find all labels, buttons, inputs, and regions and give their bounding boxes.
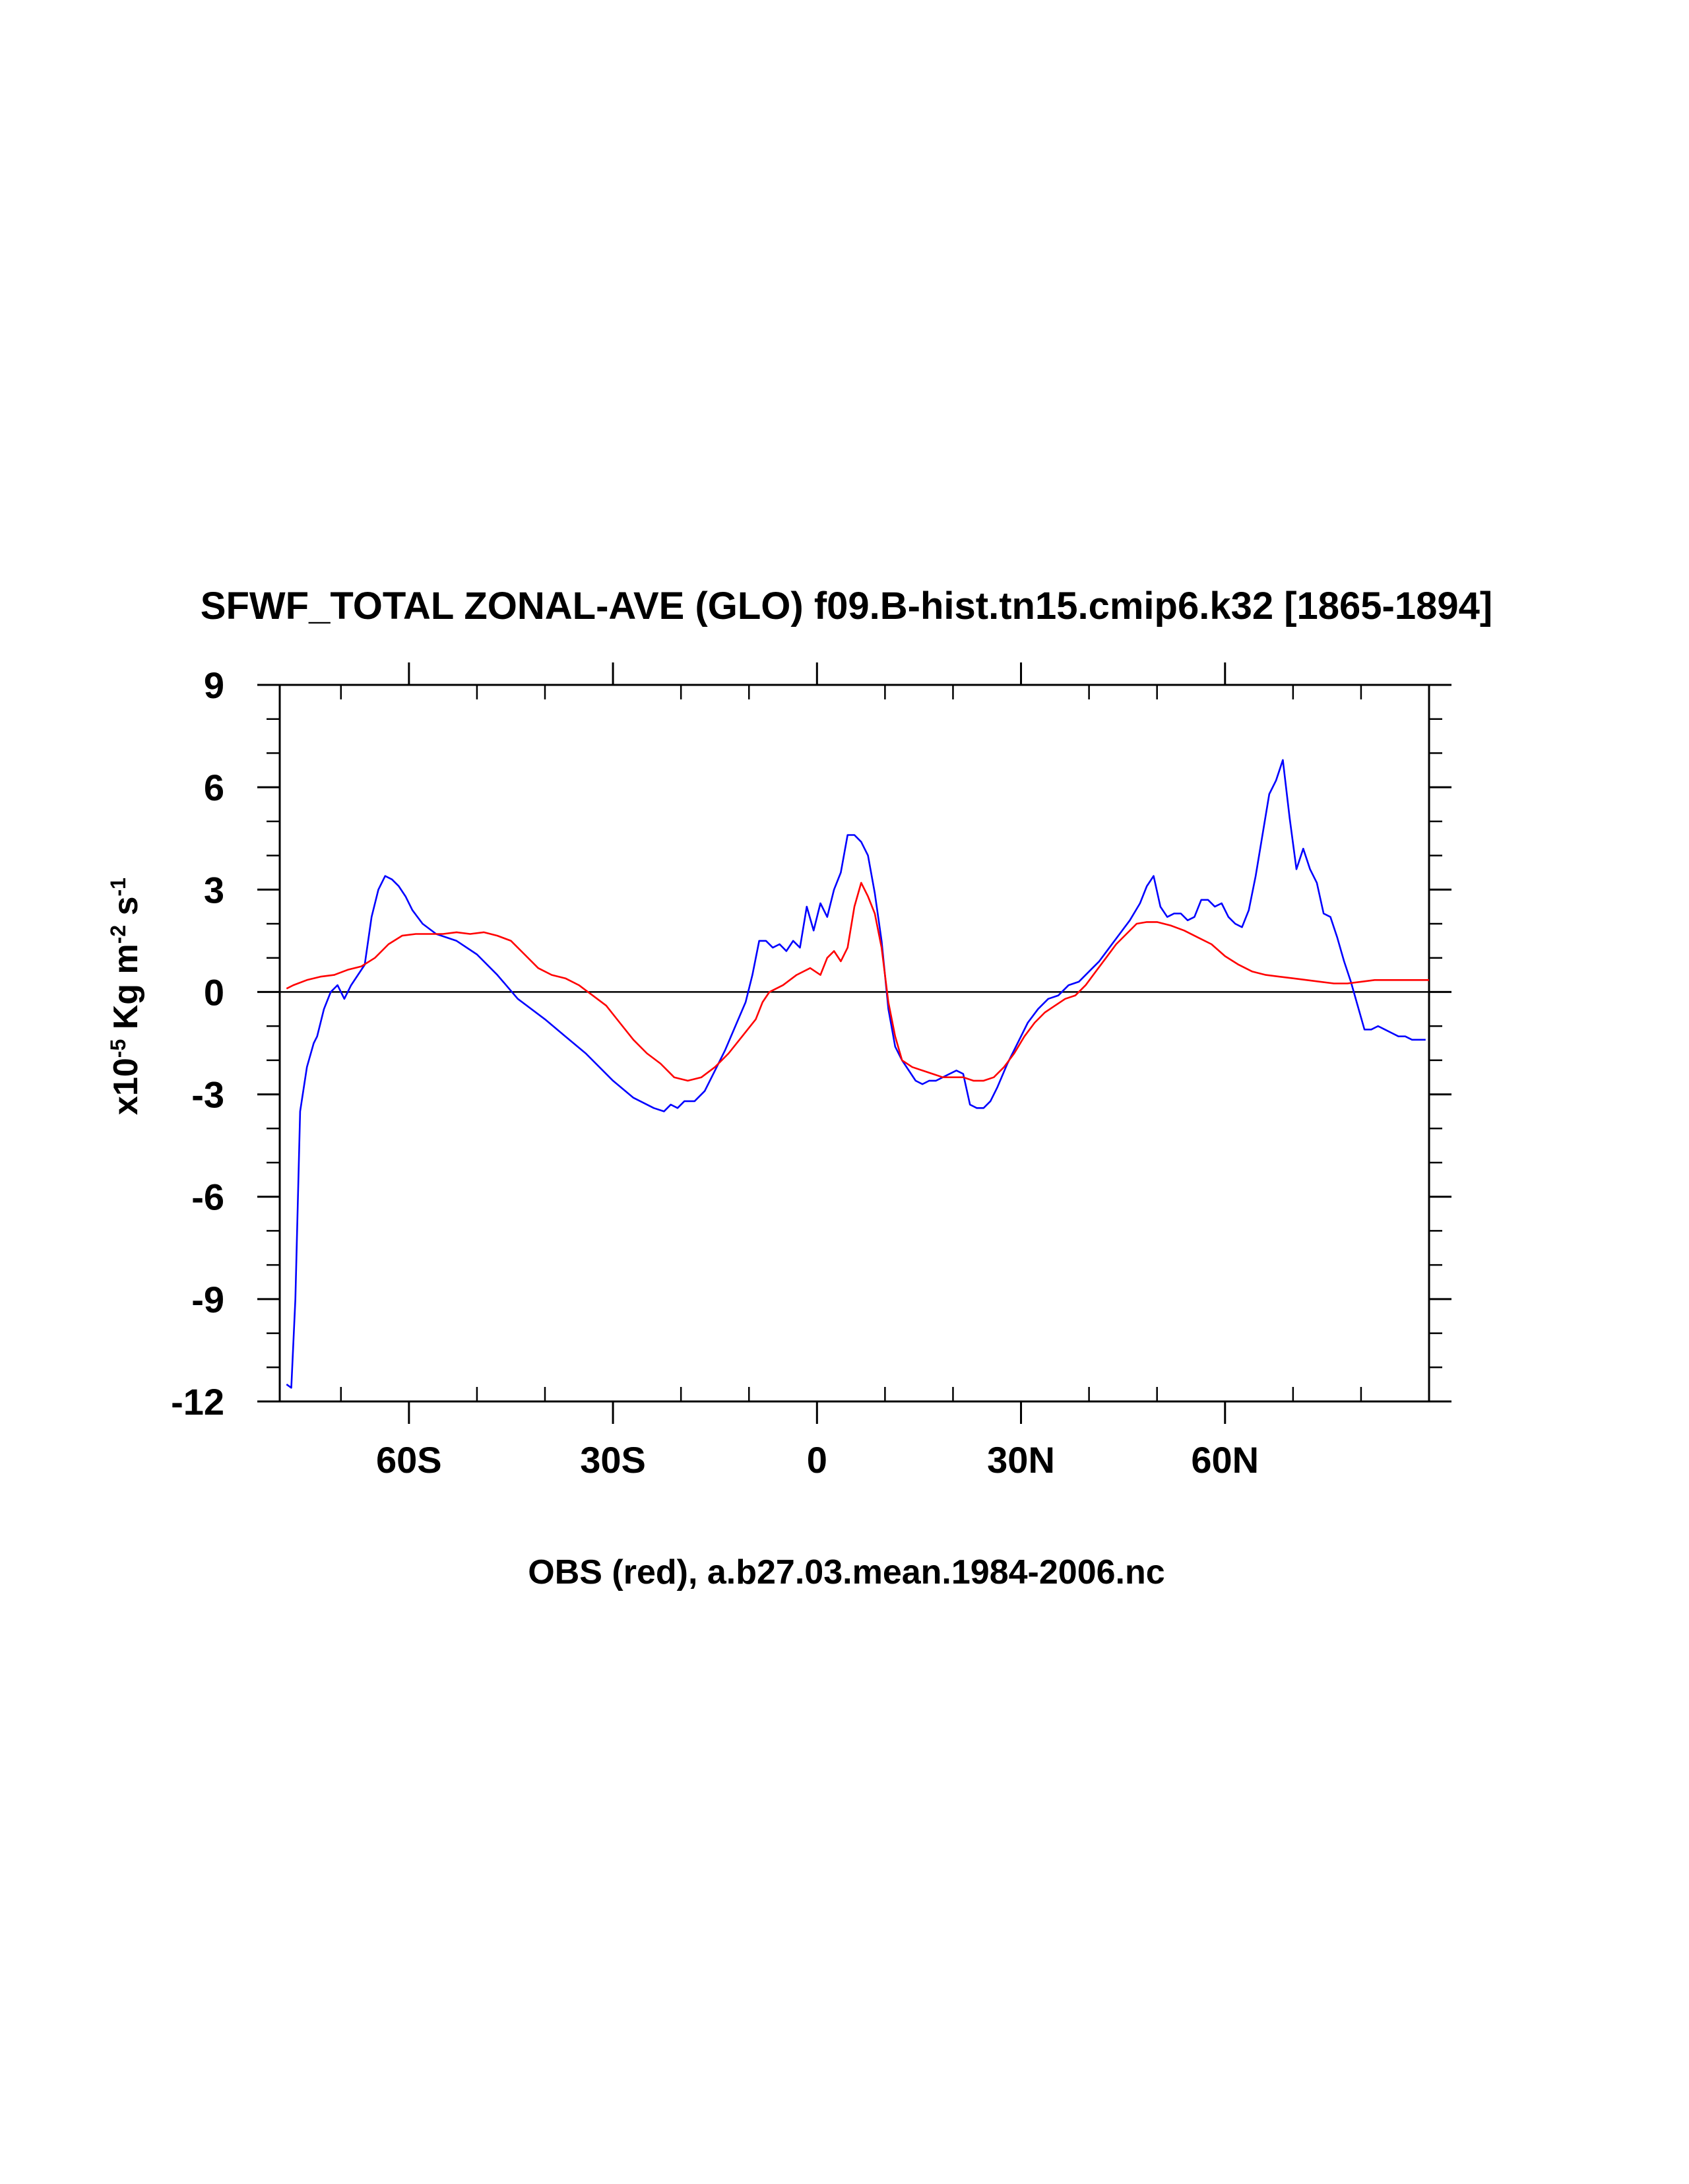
y-tick-label: 6 bbox=[204, 767, 224, 808]
y-tick-label: -3 bbox=[191, 1074, 224, 1116]
series-line-obs bbox=[286, 882, 1429, 1082]
y-tick-label: -6 bbox=[191, 1176, 224, 1218]
x-tick-label: 60S bbox=[376, 1439, 442, 1481]
x-axis-label: OBS (red), a.b27.03.mean.1984-2006.nc bbox=[528, 1553, 1164, 1591]
y-tick-label: 0 bbox=[204, 971, 224, 1013]
y-label-prefix: x10 bbox=[107, 1058, 145, 1115]
y-tick-label: 9 bbox=[204, 664, 224, 706]
x-tick-labels: 60S 30S 0 30N 60N bbox=[376, 1439, 1259, 1481]
y-label-exponent-1: -5 bbox=[106, 1039, 130, 1058]
y-label-exponent-3: -1 bbox=[106, 878, 130, 896]
x-tick-label: 30S bbox=[580, 1439, 646, 1481]
x-tick-label: 30N bbox=[987, 1439, 1055, 1481]
y-tick-label: -12 bbox=[171, 1381, 224, 1423]
series-line-model bbox=[286, 759, 1426, 1389]
plot-area bbox=[257, 662, 1451, 1424]
x-tick-label: 0 bbox=[807, 1439, 827, 1481]
y-tick-labels: 9 6 3 0 -3 -6 -9 -12 bbox=[171, 664, 224, 1423]
y-tick-label: 3 bbox=[204, 869, 224, 911]
y-label-exponent-2: -2 bbox=[106, 925, 130, 944]
series-group bbox=[286, 759, 1429, 1389]
minor-ticks bbox=[267, 685, 1442, 1401]
x-tick-label: 60N bbox=[1191, 1439, 1259, 1481]
y-label-units-1: Kg m bbox=[107, 944, 145, 1039]
major-ticks bbox=[257, 662, 1451, 1424]
y-label-units-2: s bbox=[107, 896, 145, 924]
plot-frame bbox=[278, 684, 1430, 1403]
y-axis-label: x10-5 Kg m-2 s-1 bbox=[106, 878, 145, 1115]
y-tick-label: -9 bbox=[191, 1279, 224, 1320]
chart-title: SFWF_TOTAL ZONAL-AVE (GLO) f09.B-hist.tn… bbox=[201, 585, 1492, 627]
